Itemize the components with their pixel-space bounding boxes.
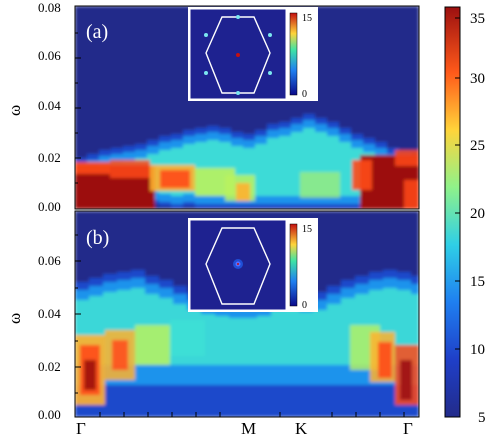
panel-a-ylabel: ω — [5, 105, 24, 116]
colorbar-gradient — [444, 6, 461, 418]
heatmap-cell — [279, 136, 291, 196]
heatmap-cell — [236, 183, 250, 201]
inset-b-cb-max: 15 — [302, 224, 312, 235]
cb-tick: 25 — [470, 138, 485, 154]
panel-b-label: (b) — [86, 227, 109, 249]
heatmap-cell — [243, 318, 257, 365]
ytick-label: 0.04 — [38, 98, 61, 113]
inset-a-hotspots — [204, 15, 272, 95]
panel-a-yticks: 0.00 0.02 0.04 0.06 0.08 — [38, 0, 61, 214]
cb-tick: 5 — [478, 410, 486, 426]
heatmap-cell — [313, 310, 327, 365]
colorbar-tick-labels: 5 10 15 20 25 30 35 — [470, 11, 486, 426]
heatmap-a — [75, 6, 419, 209]
inset-b-center-spot — [233, 259, 243, 269]
inset-b: 15 0 — [188, 218, 318, 312]
panel-b-ylabel: ω — [5, 313, 24, 324]
inset-a-brillouin-zone — [205, 16, 271, 94]
inset-a-cb-min: 0 — [302, 89, 307, 100]
heatmap-cell — [112, 340, 128, 370]
inset-a-center-dot — [236, 53, 240, 57]
heatmap-cell — [339, 142, 351, 196]
heatmap-cell — [285, 308, 299, 365]
panel-a-ytick-marks — [75, 32, 81, 184]
ytick-label: 0.00 — [38, 199, 61, 214]
heatmap-cell — [257, 316, 271, 365]
heatmap-cell — [229, 318, 243, 365]
heatmap-cell — [267, 138, 279, 196]
xtick-k: K — [295, 419, 308, 437]
xtick-m: M — [241, 419, 256, 437]
x-tick-marks — [99, 412, 405, 417]
heatmap-b — [75, 211, 419, 417]
panel-a-label: (a) — [86, 21, 108, 43]
ytick-label: 0.04 — [38, 306, 61, 321]
heatmap-cell — [255, 144, 267, 196]
ytick-label: 0.02 — [38, 150, 61, 165]
cb-tick: 15 — [470, 274, 485, 290]
cb-tick: 35 — [470, 11, 485, 27]
heatmap-cell — [395, 150, 419, 166]
ytick-label: 0.08 — [38, 0, 61, 15]
inset-a: 15 0 — [188, 7, 318, 101]
heatmap-cell — [271, 310, 285, 365]
heatmap-cell — [404, 180, 419, 209]
heatmap-cell — [135, 325, 170, 365]
x-axis-labels: Γ M K Γ — [76, 419, 413, 437]
inset-b-cb-min: 0 — [302, 300, 307, 311]
panel-b-yticks: 0.00 0.02 0.04 0.06 — [38, 253, 61, 422]
inset-a-cb-max: 15 — [302, 13, 312, 24]
ytick-label: 0.06 — [38, 48, 61, 63]
heatmap-cell — [327, 304, 341, 365]
inset-a-colorbar — [289, 12, 298, 96]
panel-b-ytick-marks — [75, 234, 81, 394]
inset-b-brillouin-zone — [205, 227, 271, 305]
heatmap-cell — [352, 160, 372, 190]
heatmap-cell — [378, 342, 392, 378]
heatmap-cell — [215, 316, 229, 365]
panel-a: (a) 0.00 0.02 0.04 0.06 0.08 ω 15 — [5, 0, 420, 214]
heatmap-cell — [110, 160, 150, 178]
cb-tick: 10 — [470, 342, 485, 358]
ytick-label: 0.00 — [38, 407, 61, 422]
panel-b: (b) 0.00 0.02 0.04 0.06 ω 15 0 — [5, 210, 420, 422]
heatmap-cell — [400, 360, 412, 400]
ytick-label: 0.02 — [38, 359, 61, 374]
heatmap-cell — [411, 294, 419, 365]
heatmap-cell — [300, 172, 340, 198]
ytick-label: 0.06 — [38, 253, 61, 268]
heatmap-cell — [160, 170, 190, 188]
xtick-gamma-right: Γ — [403, 419, 413, 437]
cb-tick: 30 — [470, 71, 485, 87]
heatmap-cell — [84, 360, 96, 390]
colorbar: 5 10 15 20 25 30 35 — [444, 6, 486, 426]
inset-b-colorbar — [289, 223, 298, 307]
colorbar-tick-marks — [455, 17, 460, 418]
cb-tick: 20 — [470, 206, 485, 222]
heatmap-cell — [299, 312, 313, 365]
heatmap-cell — [170, 320, 205, 356]
xtick-gamma-left: Γ — [76, 419, 86, 437]
heatmap-cell — [75, 162, 110, 174]
